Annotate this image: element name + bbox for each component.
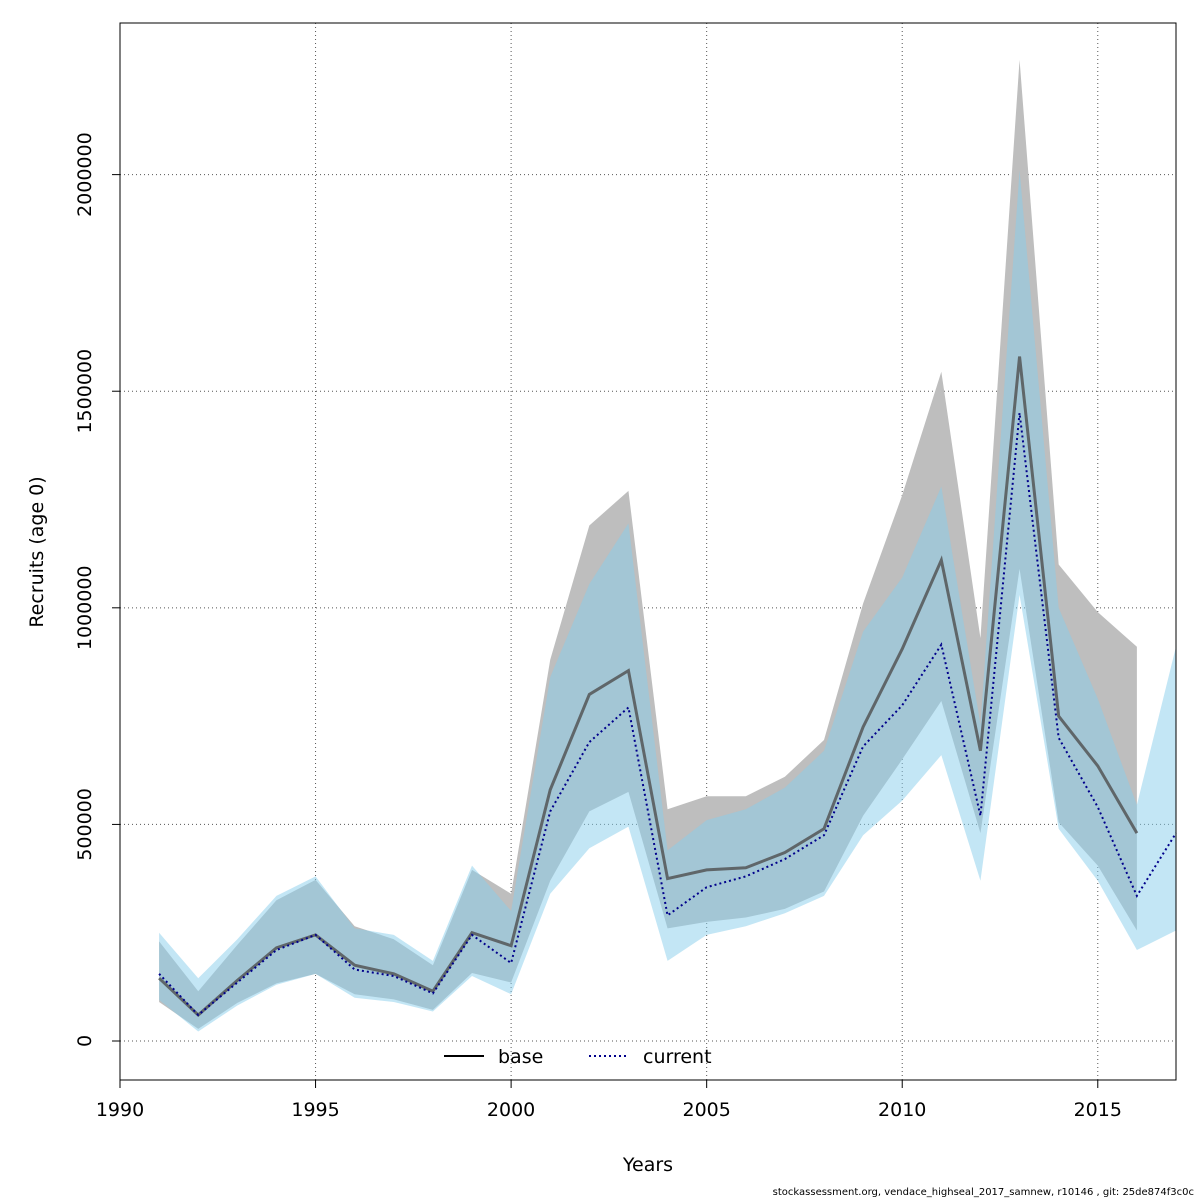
confidence-bands <box>159 59 1177 1032</box>
confidence-band-current <box>159 170 1177 1032</box>
series-line-base <box>158 356 1139 1018</box>
legend-label-current: current <box>643 1046 712 1068</box>
y-tick-label: 0 <box>74 1035 96 1047</box>
x-tick-label: 1990 <box>96 1099 144 1121</box>
legend-label-base: base <box>498 1046 543 1068</box>
legend: base current <box>444 1046 712 1068</box>
y-axis-title: Recruits (age 0) <box>26 476 48 627</box>
x-tick-label: 2000 <box>487 1099 535 1121</box>
x-tick-label: 1995 <box>291 1099 339 1121</box>
x-axis: 1990 1995 2000 2005 2010 2015 <box>96 1079 1122 1121</box>
x-axis-title: Years <box>622 1154 673 1176</box>
y-tick-label: 1000000 <box>74 566 96 651</box>
x-tick-label: 2015 <box>1074 1099 1122 1121</box>
series-lines <box>158 356 1177 1018</box>
footer-caption: stockassessment.org, vendace_highseal_20… <box>772 1187 1194 1198</box>
y-axis: 0 500000 1000000 1500000 2000000 <box>74 132 121 1047</box>
x-tick-label: 2010 <box>878 1099 926 1121</box>
x-tick-label: 2005 <box>682 1099 730 1121</box>
y-tick-label: 2000000 <box>74 132 96 217</box>
y-tick-label: 500000 <box>74 788 96 861</box>
y-tick-label: 1500000 <box>74 349 96 434</box>
